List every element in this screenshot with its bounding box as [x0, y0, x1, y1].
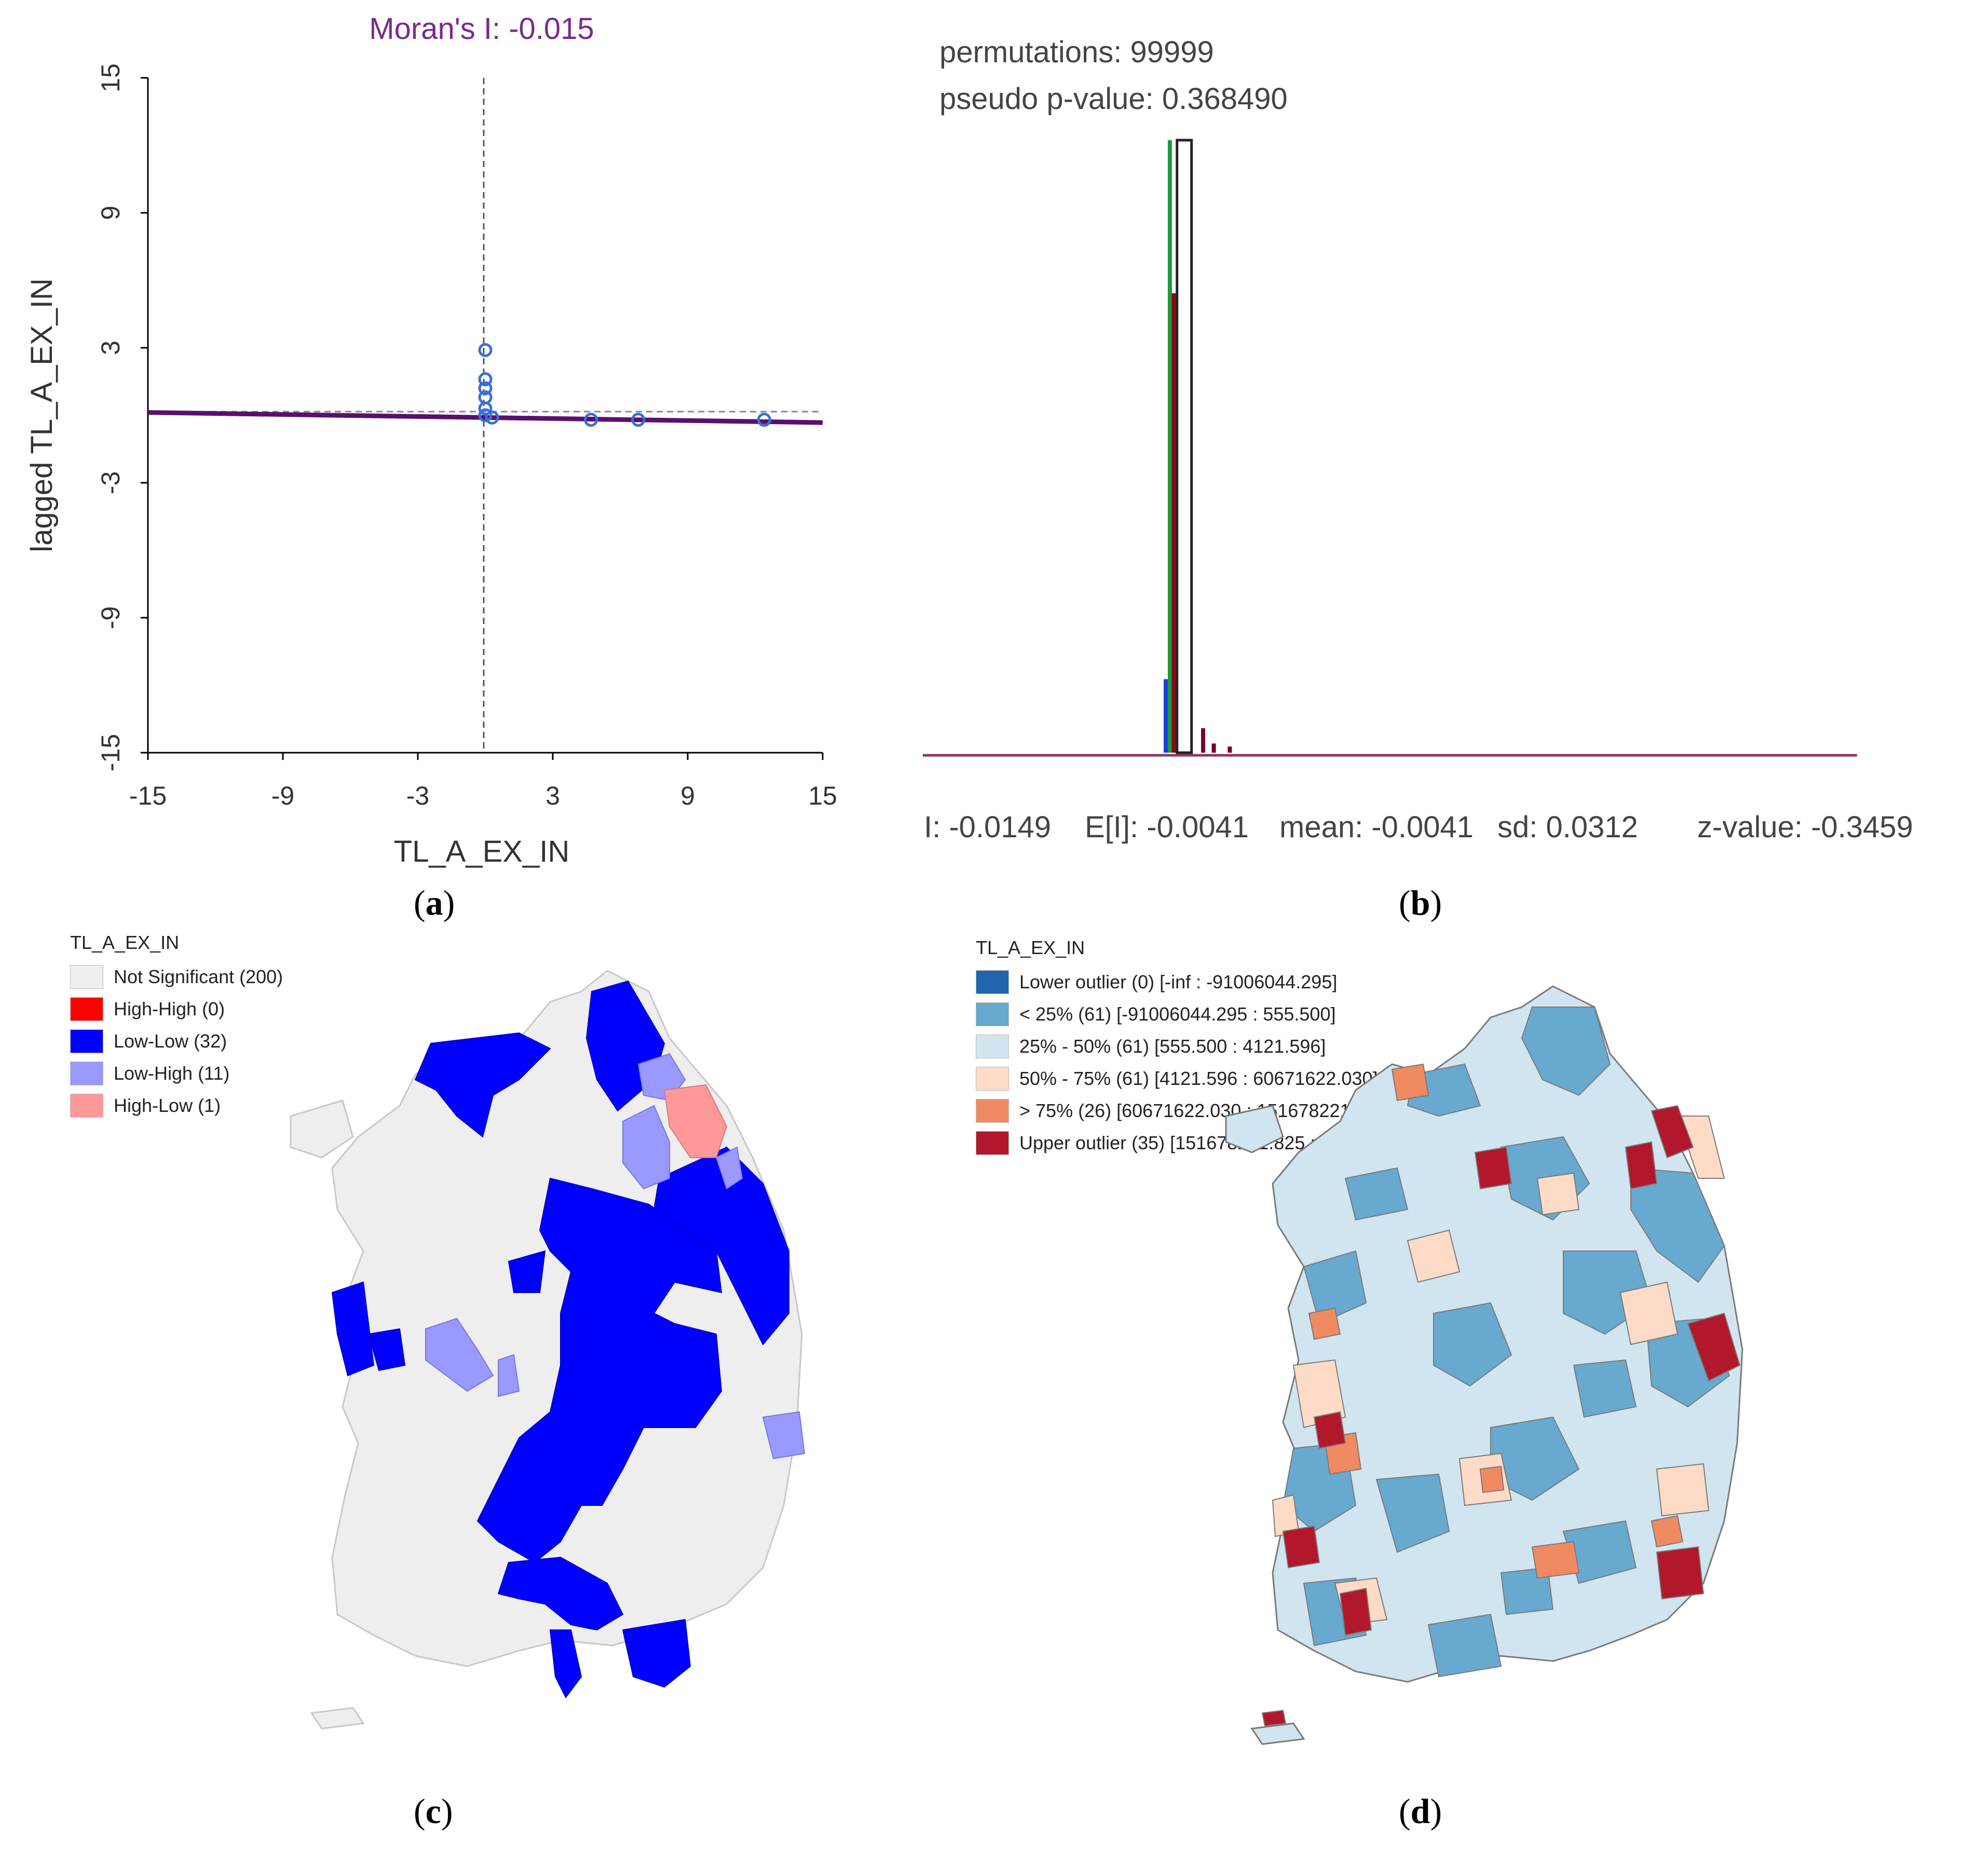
- scatter-point: [478, 401, 493, 416]
- pseudo-p-value-label: pseudo p-value: 0.368490: [939, 82, 1288, 116]
- histogram-bar: [1211, 743, 1216, 753]
- scatter-point: [478, 372, 493, 387]
- lisa-legend-swatch: [70, 997, 103, 1021]
- lisa-legend-swatch: [70, 1029, 103, 1053]
- boxmap-legend-item: Upper outlier (35) [151678221.825 : inf]: [976, 1127, 1392, 1159]
- histogram-bar: [1228, 746, 1232, 753]
- stat-z-value: z-value: -0.3459: [1697, 810, 1913, 844]
- moran-scatter-plot: Moran's I: -0.015 -15 -9 -3 3 9 15 -15 -9 -3 3 9 1…: [25, 12, 837, 868]
- x-tick-label: -9: [271, 781, 294, 810]
- boxmap-legend-item: Lower outlier (0) [-inf : -91006044.295]: [976, 966, 1392, 998]
- scatter-point: [478, 381, 493, 396]
- lisa-legend-item: Not Significant (200): [70, 961, 283, 993]
- permutations-label: permutations: 99999: [939, 35, 1214, 69]
- caption-d: (d): [1399, 1791, 1442, 1831]
- caption-c: (c): [414, 1791, 453, 1831]
- high-low-regions: [663, 1084, 728, 1158]
- y-tick-label: -9: [96, 606, 125, 629]
- boxmap-legend-label: > 75% (26) [60671622.030 : 151678221.825…: [1019, 1100, 1392, 1121]
- x-tick-label: 15: [808, 781, 837, 810]
- lisa-legend-label: Low-High (11): [114, 1063, 230, 1084]
- lisa-legend-item: High-Low (1): [70, 1090, 283, 1122]
- boxmap-legend-label: < 25% (61) [-91006044.295 : 555.500]: [1019, 1003, 1336, 1025]
- y-tick-label: -15: [96, 734, 125, 771]
- lisa-legend-label: Low-Low (32): [114, 1030, 227, 1052]
- lisa-legend-label: Not Significant (200): [114, 966, 283, 987]
- lisa-cluster-map: [290, 970, 806, 1730]
- histogram-bar: [1201, 728, 1205, 753]
- y-tick-label: 15: [96, 63, 125, 92]
- boxmap-legend-swatch: [976, 1002, 1009, 1026]
- y-tick-label: -3: [96, 471, 125, 494]
- histogram-bar: [1171, 293, 1176, 753]
- q4-regions: [1308, 1063, 1684, 1579]
- x-tick-label: -3: [406, 781, 429, 810]
- y-tick-labels: -15 -9 -3 3 9 15: [96, 63, 148, 771]
- y-tick-label: 3: [96, 341, 125, 355]
- stat-sd: sd: 0.0312: [1497, 810, 1638, 844]
- scatter-ylabel: lagged TL_A_EX_IN: [25, 278, 59, 552]
- x-tick-labels: -15 -9 -3 3 9 15: [129, 753, 837, 810]
- boxmap-legend-label: Upper outlier (35) [151678221.825 : inf]: [1019, 1132, 1346, 1153]
- histogram-bar: [1167, 140, 1172, 753]
- boxmap-legend-title: TL_A_EX_IN: [976, 937, 1085, 958]
- lisa-legend-item: Low-Low (32): [70, 1025, 283, 1057]
- boxmap-legend-item: 50% - 75% (61) [4121.596 : 60671622.030]: [976, 1063, 1392, 1095]
- boxmap-legend-swatch: [976, 1131, 1009, 1155]
- upper-outlier-regions: [1261, 1105, 1741, 1727]
- expected-value-bar: [1176, 139, 1193, 754]
- boxmap-legend-label: Lower outlier (0) [-inf : -91006044.295]: [1019, 971, 1338, 993]
- low-low-regions: [331, 980, 789, 1698]
- scatter-point: [757, 413, 771, 427]
- x-tick-label: -15: [129, 781, 167, 810]
- histogram-bar: [1164, 679, 1168, 753]
- scatter-point: [478, 343, 493, 357]
- scatter-point: [631, 413, 646, 427]
- boxmap-legend-item: > 75% (26) [60671622.030 : 151678221.825…: [976, 1095, 1392, 1127]
- scatter-point: [584, 413, 598, 427]
- lisa-legend-swatch: [70, 965, 103, 989]
- boxmap-legend-swatch: [976, 1099, 1009, 1123]
- lisa-legend-item: Low-High (11): [70, 1057, 283, 1090]
- q3-regions: [1272, 1116, 1725, 1626]
- stat-expected-i: E[I]: -0.0041: [1085, 810, 1249, 844]
- stat-mean: mean: -0.0041: [1279, 810, 1474, 844]
- boxmap-legend-item: < 25% (61) [-91006044.295 : 555.500]: [976, 998, 1392, 1030]
- x-tick-label: 3: [545, 781, 560, 810]
- scatter-title: Moran's I: -0.015: [369, 12, 594, 46]
- lisa-legend: TL_A_EX_IN Not Significant (200) High-Hig…: [70, 932, 283, 1122]
- scatter-point: [478, 408, 493, 423]
- histogram-bars: [1164, 139, 1232, 754]
- boxmap-legend-swatch: [976, 1067, 1009, 1091]
- stat-i: I: -0.0149: [924, 810, 1052, 844]
- scatter-xlabel: TL_A_EX_IN: [394, 835, 570, 868]
- lisa-legend-title: TL_A_EX_IN: [70, 932, 180, 953]
- boxmap-legend-item: 25% - 50% (61) [555.500 : 4121.596]: [976, 1030, 1392, 1063]
- boxmap-legend-label: 25% - 50% (61) [555.500 : 4121.596]: [1019, 1036, 1326, 1057]
- boxmap-legend-swatch: [976, 1035, 1009, 1058]
- caption-a: (a): [414, 883, 455, 922]
- box-map: [1225, 985, 1743, 1745]
- y-tick-label: 9: [96, 206, 125, 220]
- lisa-legend-swatch: [70, 1062, 103, 1085]
- boxmap-legend-label: 50% - 75% (61) [4121.596 : 60671622.030]: [1019, 1068, 1378, 1089]
- boxmap-legend-swatch: [976, 970, 1009, 994]
- scatter-point: [485, 410, 499, 425]
- x-tick-label: 9: [680, 781, 695, 810]
- lisa-legend-label: High-High (0): [114, 998, 225, 1019]
- caption-b: (b): [1399, 883, 1442, 922]
- lisa-legend-item: High-High (0): [70, 993, 283, 1025]
- lisa-legend-swatch: [70, 1094, 103, 1118]
- scatter-points: [478, 343, 771, 427]
- boxmap-legend: TL_A_EX_IN Lower outlier (0) [-inf : -91…: [976, 937, 1392, 1159]
- lisa-legend-label: High-Low (1): [114, 1095, 221, 1116]
- permutation-histogram: permutations: 99999 pseudo p-value: 0.36…: [923, 35, 1857, 757]
